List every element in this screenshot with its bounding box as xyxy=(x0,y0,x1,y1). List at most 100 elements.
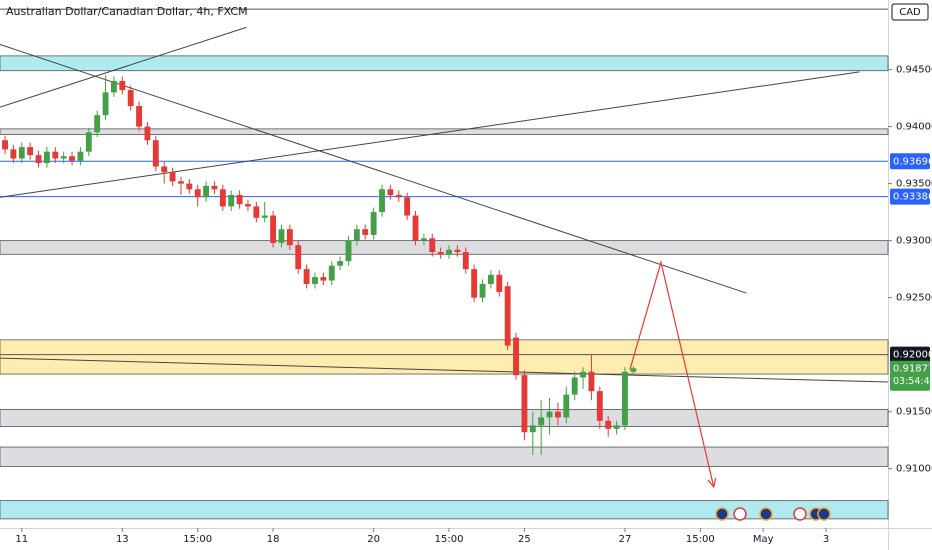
event-icon[interactable] xyxy=(817,507,831,521)
candle-body xyxy=(228,195,235,207)
candle-body xyxy=(605,420,612,429)
candle-body xyxy=(303,269,310,284)
candle-body xyxy=(437,252,444,255)
candle-body xyxy=(630,368,637,372)
x-tick-label: 15:00 xyxy=(183,534,212,545)
candle-body xyxy=(588,371,595,392)
candle-body xyxy=(454,249,461,253)
candle-body xyxy=(337,261,344,266)
candle-body xyxy=(479,283,486,298)
candle-body xyxy=(513,337,519,376)
candle-body xyxy=(136,106,142,127)
projection-arrowhead xyxy=(707,478,717,489)
projection-path xyxy=(629,259,715,488)
candle-body xyxy=(18,147,25,159)
trend-line xyxy=(0,26,247,108)
zone xyxy=(0,408,889,427)
candle-body xyxy=(563,394,570,418)
zone xyxy=(0,128,889,135)
candle-body xyxy=(504,286,511,346)
candle-body xyxy=(245,204,251,207)
candle-body xyxy=(613,425,620,429)
candle-body xyxy=(35,155,42,164)
candle-body xyxy=(278,229,285,243)
candle-body xyxy=(412,215,419,241)
candle-body xyxy=(2,140,8,150)
candle-body xyxy=(379,189,385,213)
price-label: 0.93696 xyxy=(893,156,932,167)
currency-box[interactable] xyxy=(891,3,929,21)
zone xyxy=(0,55,889,72)
countdown-label: 03:54:44 xyxy=(893,376,932,387)
candle-body xyxy=(320,277,327,281)
x-tick-label: 25 xyxy=(518,534,531,545)
event-icons xyxy=(715,507,831,521)
candle-body xyxy=(52,151,59,159)
price-label-box xyxy=(890,346,930,363)
candle-body xyxy=(69,156,75,161)
zone xyxy=(0,240,889,255)
x-tick-label: 20 xyxy=(367,534,380,545)
candle-body xyxy=(462,252,469,270)
candle-body xyxy=(571,377,578,395)
candle-body xyxy=(253,206,260,218)
last-price-label: 0.91877 xyxy=(893,364,932,375)
x-tick-label: May xyxy=(753,534,774,545)
candle-body xyxy=(161,166,168,173)
candle-body xyxy=(144,126,151,141)
candle-body xyxy=(295,245,302,270)
x-tick-label: 13 xyxy=(116,534,129,545)
candle-body xyxy=(353,229,360,241)
candle-body xyxy=(446,249,452,255)
trend-line xyxy=(0,357,889,383)
zone xyxy=(0,446,889,467)
candle-body xyxy=(596,391,603,421)
event-icon[interactable] xyxy=(793,507,807,521)
event-icon[interactable] xyxy=(733,507,747,521)
price-label: 0.93386 xyxy=(893,192,932,203)
price-label: 0.92000 xyxy=(893,350,932,361)
candle-body xyxy=(127,90,134,107)
x-tick-label: 11 xyxy=(15,534,28,545)
x-tick-label: 27 xyxy=(619,534,632,545)
zone xyxy=(0,500,889,520)
candle-body xyxy=(345,240,352,262)
candle-body xyxy=(538,417,545,426)
candle-body xyxy=(77,151,84,161)
candle-body xyxy=(370,212,377,235)
candle-body xyxy=(102,92,109,116)
y-tick-label: 0.91000 xyxy=(896,464,932,475)
candle-body xyxy=(119,80,126,91)
trend-line xyxy=(0,71,860,198)
candle-body xyxy=(471,269,478,298)
last-price-box xyxy=(890,360,930,391)
event-icon[interactable] xyxy=(759,507,773,521)
candle-body xyxy=(487,274,494,284)
candle-body xyxy=(152,140,159,167)
price-label-box xyxy=(890,188,930,205)
event-icon[interactable] xyxy=(715,507,729,521)
candle-body xyxy=(94,115,101,133)
currency-label[interactable]: CAD xyxy=(899,7,921,18)
candle-body xyxy=(580,371,586,378)
candle-body xyxy=(203,185,210,198)
zone xyxy=(0,339,889,375)
candles xyxy=(2,75,637,456)
candle-body xyxy=(60,156,67,159)
candle-body xyxy=(546,411,553,418)
price-label-box xyxy=(890,153,930,170)
candle-body xyxy=(496,274,503,292)
candle-body xyxy=(362,229,369,235)
candle-body xyxy=(420,238,427,241)
candle-body xyxy=(178,181,184,184)
